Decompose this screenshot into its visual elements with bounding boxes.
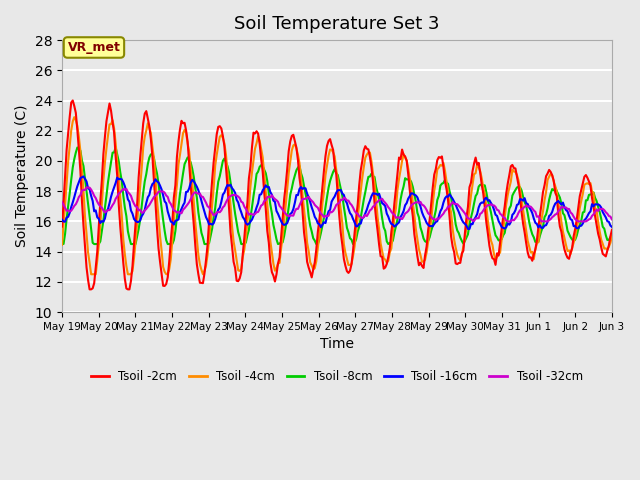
Legend: Tsoil -2cm, Tsoil -4cm, Tsoil -8cm, Tsoil -16cm, Tsoil -32cm: Tsoil -2cm, Tsoil -4cm, Tsoil -8cm, Tsoi… bbox=[86, 365, 588, 388]
Title: Soil Temperature Set 3: Soil Temperature Set 3 bbox=[234, 15, 440, 33]
Y-axis label: Soil Temperature (C): Soil Temperature (C) bbox=[15, 105, 29, 247]
Text: VR_met: VR_met bbox=[68, 41, 120, 54]
X-axis label: Time: Time bbox=[320, 337, 354, 351]
